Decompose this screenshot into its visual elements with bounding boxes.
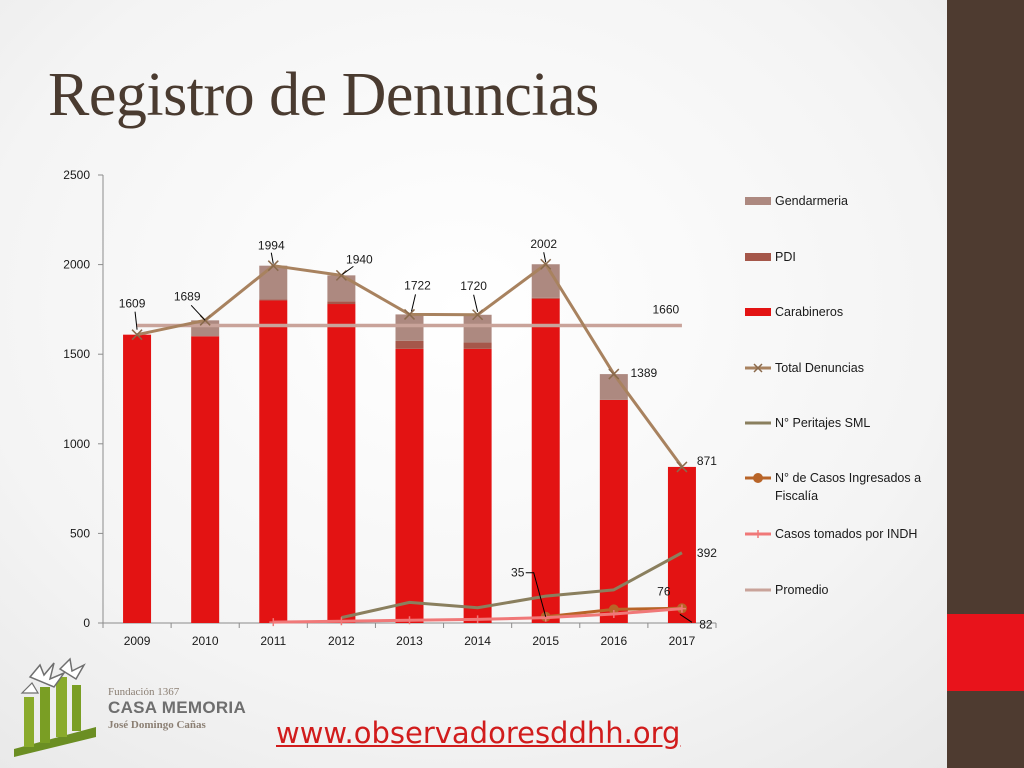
legend-marker-casos-tomados-por-indh <box>754 530 762 538</box>
leader-line-3 <box>342 265 354 275</box>
x-tick-label-2012: 2012 <box>328 634 355 648</box>
bar-carabineros-2012 <box>327 304 356 623</box>
data-label-1689: 1689 <box>174 289 201 303</box>
bar-pdi-2012 <box>327 301 356 305</box>
leader-line-0 <box>134 311 138 330</box>
org-line-3: José Domingo Cañas <box>108 719 206 731</box>
bar-carabineros-2009 <box>123 334 152 623</box>
legend-label-n-peritajes-sml: N° Peritajes SML <box>775 416 870 430</box>
marker-casos-tomados-por-indh-3 <box>473 615 482 624</box>
y-tick-label-1000: 1000 <box>63 437 90 451</box>
bar-gendarmeria-2014 <box>463 314 492 343</box>
website-link[interactable]: www.observadoresddhh.org <box>276 716 681 750</box>
bar-pdi-2015 <box>531 297 560 299</box>
data-label-82: 82 <box>699 617 713 631</box>
organization-name: Fundación 1367 CASA MEMORIA José Domingo… <box>108 686 246 731</box>
marker-casos-tomados-por-indh-2 <box>405 616 414 625</box>
x-tick-label-2014: 2014 <box>464 634 491 648</box>
x-tick-label-2015: 2015 <box>532 634 559 648</box>
marker-total-denuncias-4 <box>403 308 416 320</box>
slide-title: Registro de Denuncias <box>48 61 599 129</box>
y-tick-label-2500: 2500 <box>63 168 90 182</box>
data-label-35: 35 <box>511 566 525 580</box>
marker-casos-tomados-por-indh-1 <box>337 617 346 626</box>
legend-swatch-gendarmeria <box>745 197 771 205</box>
bar-carabineros-2017 <box>667 466 696 623</box>
bar-carabineros-2011 <box>259 300 288 623</box>
marker-total-denuncias-8 <box>676 461 688 473</box>
marker-total-denuncias-7 <box>608 368 620 380</box>
y-tick-label-2000: 2000 <box>63 258 90 272</box>
data-label-1609: 1609 <box>119 297 146 311</box>
bar-carabineros-2013 <box>395 348 424 623</box>
bar-gendarmeria-2011 <box>259 265 288 300</box>
legend-label-carabineros: Carabineros <box>775 305 843 319</box>
y-tick-label-0: 0 <box>83 616 90 630</box>
marker-total-denuncias-6 <box>540 258 552 270</box>
data-label-392: 392 <box>697 546 717 560</box>
data-label-1720: 1720 <box>460 279 487 293</box>
leader-line-5 <box>473 294 479 312</box>
legend-marker-total-denuncias <box>753 363 763 373</box>
data-label-76: 76 <box>657 584 671 598</box>
legend-label-promedio: Promedio <box>775 583 829 597</box>
legend-marker-n-de-casos-ingresados-a-fiscalia <box>753 473 763 483</box>
leader-line-6 <box>543 252 547 263</box>
marker-casos-tomados-por-indh-0 <box>269 618 278 627</box>
legend-swatch-carabineros <box>745 308 771 316</box>
marker-casos-tomados-por-indh-5 <box>609 610 618 619</box>
x-tick-label-2013: 2013 <box>396 634 423 648</box>
line-n-peritajes-sml <box>341 551 683 620</box>
data-label-871: 871 <box>697 454 717 468</box>
marker-casos-tomados-por-indh-6 <box>677 604 686 613</box>
org-line-1: Fundación 1367 <box>108 686 180 698</box>
legend-label-n-de-casos-ingresados-a-fiscalia-1: N° de Casos Ingresados a <box>775 471 921 485</box>
y-tick-label-500: 500 <box>70 526 90 540</box>
bar-pdi-2014 <box>463 342 492 349</box>
marker-total-denuncias-3 <box>335 269 347 281</box>
combo-chart: 0 500 1000 1500 2000 2500 2009 2010 2011 2012 2013… <box>63 168 921 648</box>
x-tick-label-2011: 2011 <box>260 634 286 648</box>
marker-n-de-casos-ingresados-a-fiscalia-1 <box>608 604 619 615</box>
x-tick-label-2009: 2009 <box>124 634 151 648</box>
org-line-2: CASA MEMORIA <box>108 698 247 717</box>
y-tick-label-1500: 1500 <box>63 347 90 361</box>
bar-pdi-2011 <box>259 299 288 301</box>
data-label-1660: 1660 <box>652 303 679 317</box>
legend-label-casos-tomados-por-indh: Casos tomados por INDH <box>775 527 917 541</box>
casa-memoria-logo <box>10 657 100 757</box>
legend-label-n-de-casos-ingresados-a-fiscalia-2: Fiscalía <box>775 489 818 503</box>
leader-line-13 <box>679 613 693 623</box>
legend-swatch-pdi <box>745 253 771 261</box>
marker-total-denuncias-2 <box>267 260 279 272</box>
x-tick-label-2017: 2017 <box>669 634 696 648</box>
data-label-1389: 1389 <box>630 366 657 380</box>
data-label-2002: 2002 <box>530 237 557 251</box>
x-tick-label-2010: 2010 <box>192 634 219 648</box>
bar-gendarmeria-2013 <box>395 314 424 341</box>
data-label-1994: 1994 <box>258 239 285 253</box>
leader-line-11 <box>525 572 547 617</box>
bar-carabineros-2014 <box>463 348 492 623</box>
bar-carabineros-2015 <box>531 298 560 623</box>
marker-total-denuncias-0 <box>131 329 143 341</box>
legend-label-gendarmeria: Gendarmeria <box>775 194 848 208</box>
leader-line-2 <box>270 252 274 264</box>
marker-total-denuncias-5 <box>472 309 484 321</box>
bar-pdi-2013 <box>395 340 424 349</box>
data-label-1722: 1722 <box>404 278 431 292</box>
legend-label-pdi: PDI <box>775 250 796 264</box>
x-tick-label-2016: 2016 <box>600 634 627 648</box>
accent-block <box>947 614 1024 691</box>
data-label-1940: 1940 <box>346 252 373 266</box>
legend-label-total-denuncias: Total Denuncias <box>775 361 864 375</box>
leader-line-4 <box>411 294 416 312</box>
leader-line-1 <box>190 304 206 321</box>
bar-carabineros-2010 <box>191 336 220 623</box>
